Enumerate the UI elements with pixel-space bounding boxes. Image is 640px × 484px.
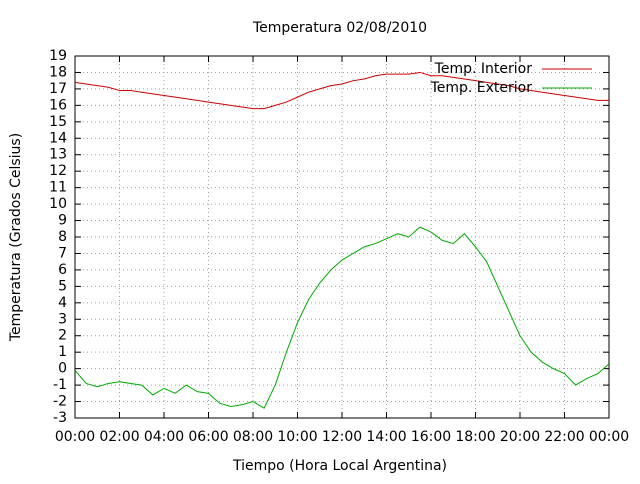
x-axis-label: Tiempo (Hora Local Argentina) bbox=[232, 458, 447, 474]
y-tick-label: -3 bbox=[53, 410, 67, 426]
x-tick-label: 06:00 bbox=[188, 429, 228, 445]
y-tick-label: -1 bbox=[53, 377, 67, 393]
x-tick-label: 12:00 bbox=[322, 429, 362, 445]
y-tick-label: 3 bbox=[58, 311, 67, 327]
x-tick-label: 20:00 bbox=[500, 429, 540, 445]
y-tick-label: 9 bbox=[58, 213, 67, 229]
plot-border bbox=[74, 55, 610, 419]
x-tick-label: 10:00 bbox=[277, 429, 317, 445]
y-tick-label: 13 bbox=[49, 147, 67, 163]
y-tick-label: 10 bbox=[49, 196, 67, 212]
x-tick-label: 02:00 bbox=[99, 429, 139, 445]
y-tick-label: 6 bbox=[58, 262, 67, 278]
chart-title: Temperatura 02/08/2010 bbox=[252, 20, 427, 36]
y-tick-label: -2 bbox=[53, 394, 67, 410]
y-axis-label: Temperatura (Grados Celsius) bbox=[8, 133, 24, 342]
x-tick-label: 00:00 bbox=[589, 429, 629, 445]
y-tick-label: 4 bbox=[58, 295, 67, 311]
y-tick-label: 2 bbox=[58, 328, 67, 344]
y-tick-label: 19 bbox=[49, 48, 67, 64]
x-tick-label: 00:00 bbox=[55, 429, 95, 445]
y-tick-label: 7 bbox=[58, 245, 67, 261]
series-line bbox=[74, 71, 609, 110]
y-tick-label: 16 bbox=[49, 97, 67, 113]
x-tick-label: 16:00 bbox=[411, 429, 451, 445]
y-tick-label: 0 bbox=[58, 361, 67, 377]
x-tick-label: 04:00 bbox=[144, 429, 184, 445]
y-tick-label: 11 bbox=[49, 180, 67, 196]
x-tick-label: 22:00 bbox=[544, 429, 584, 445]
series-line bbox=[74, 226, 610, 409]
y-tick-label: 1 bbox=[58, 344, 67, 360]
y-tick-label: 14 bbox=[49, 130, 67, 146]
x-tick-label: 18:00 bbox=[455, 429, 495, 445]
y-tick-label: 5 bbox=[58, 278, 67, 294]
x-tick-label: 08:00 bbox=[233, 429, 273, 445]
legend-label: Temp. Exterior bbox=[430, 80, 533, 96]
y-tick-label: 8 bbox=[58, 229, 67, 245]
x-tick-label: 14:00 bbox=[366, 429, 406, 445]
legend-label: Temp. Interior bbox=[434, 61, 533, 77]
y-tick-label: 15 bbox=[49, 114, 67, 130]
y-tick-label: 18 bbox=[49, 64, 67, 80]
y-tick-label: 12 bbox=[49, 163, 67, 179]
y-tick-label: 17 bbox=[49, 81, 67, 97]
